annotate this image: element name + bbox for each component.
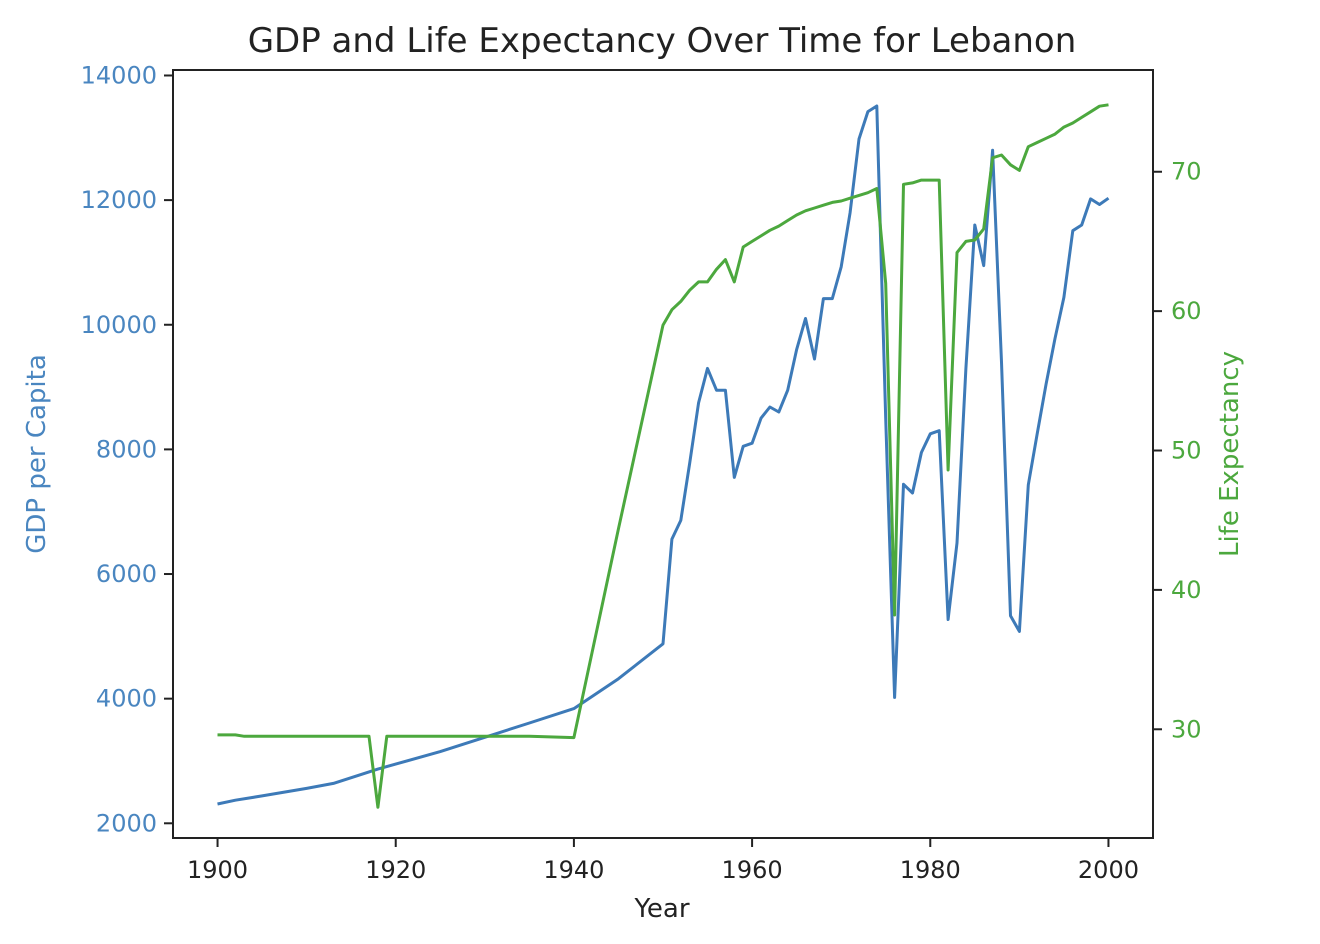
left-tick-label: 4000 bbox=[96, 685, 157, 713]
x-tick-label: 1900 bbox=[187, 856, 248, 884]
x-tick-label: 1980 bbox=[900, 856, 961, 884]
left-tick-label: 6000 bbox=[96, 560, 157, 588]
x-tick-label: 1940 bbox=[543, 856, 604, 884]
left-tick-label: 2000 bbox=[96, 809, 157, 837]
gdp-line bbox=[217, 104, 1110, 806]
left-tick-label: 12000 bbox=[81, 186, 157, 214]
x-tick-label: 2000 bbox=[1078, 856, 1139, 884]
right-axis-label: Life Expectancy bbox=[1215, 351, 1245, 557]
right-tick-label: 60 bbox=[1171, 297, 1202, 325]
right-tick-label: 50 bbox=[1171, 437, 1202, 465]
x-tick-label: 1960 bbox=[722, 856, 783, 884]
gdp-series-layer bbox=[217, 104, 1110, 806]
left-axis-ticks: 2000 4000 6000 8000 10000 12000 14000 bbox=[81, 61, 173, 837]
x-axis-label: Year bbox=[633, 894, 689, 924]
life-expectancy-line bbox=[217, 103, 1109, 809]
right-axis-ticks: 30 40 50 60 70 bbox=[1153, 158, 1202, 743]
left-axis-label: GDP per Capita bbox=[22, 354, 52, 554]
left-tick-label: 8000 bbox=[96, 435, 157, 463]
x-tick-label: 1920 bbox=[365, 856, 426, 884]
x-axis-ticks: 1900 1920 1940 1960 1980 2000 bbox=[187, 838, 1139, 884]
right-tick-label: 30 bbox=[1171, 715, 1202, 743]
right-tick-label: 40 bbox=[1171, 576, 1202, 604]
left-tick-label: 14000 bbox=[81, 61, 157, 89]
chart-title: GDP and Life Expectancy Over Time for Le… bbox=[248, 21, 1077, 61]
right-tick-label: 70 bbox=[1171, 158, 1202, 186]
left-tick-label: 10000 bbox=[81, 311, 157, 339]
life-expectancy-series-layer bbox=[217, 103, 1109, 809]
plot-frame bbox=[172, 69, 1154, 839]
